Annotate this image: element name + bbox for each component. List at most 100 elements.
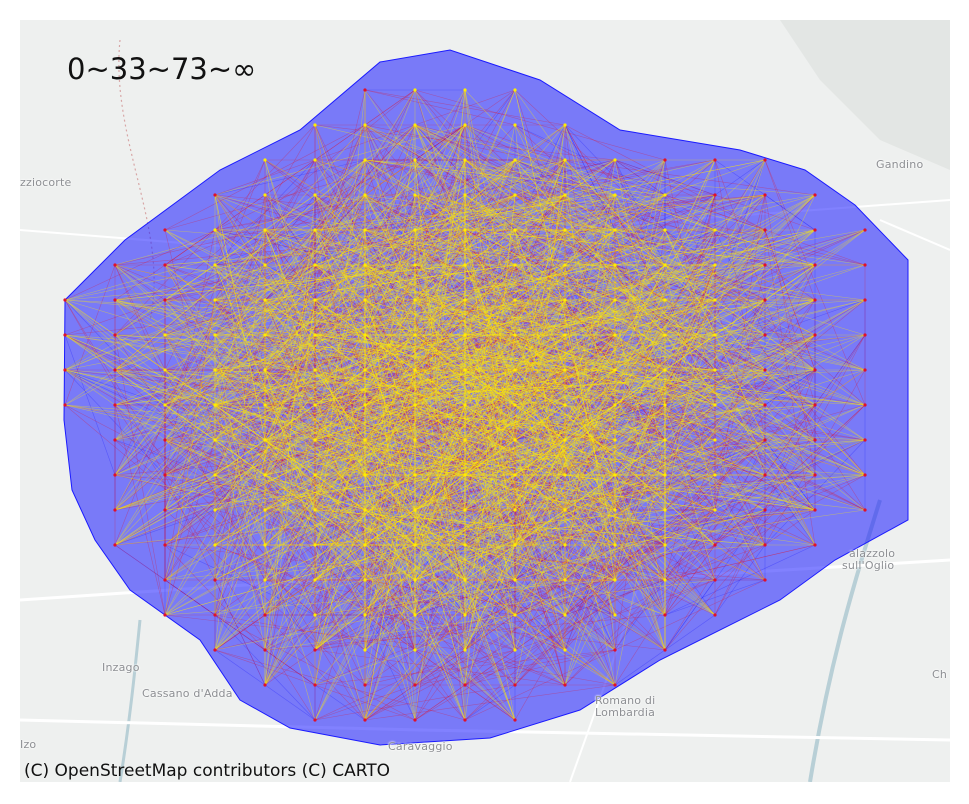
flow-line <box>314 89 466 441</box>
flow-line <box>264 439 616 651</box>
flow-line <box>714 159 766 301</box>
flow-line <box>264 369 366 476</box>
network-node <box>413 368 417 372</box>
flow-line <box>414 229 766 371</box>
flow-line <box>364 124 516 301</box>
flow-line <box>514 264 566 476</box>
flow-line <box>614 404 866 441</box>
flow-line <box>264 229 566 546</box>
flow-line <box>364 194 816 406</box>
flow-line <box>364 159 516 196</box>
flow-line <box>514 299 566 406</box>
flow-line <box>464 439 616 546</box>
flow-line <box>264 159 566 686</box>
flow-line <box>564 369 716 686</box>
flow-line <box>114 334 466 406</box>
flow-line <box>514 369 816 406</box>
flow-line <box>164 299 466 476</box>
flow-line <box>164 474 466 511</box>
flow-line <box>664 544 816 616</box>
flow-line <box>464 229 716 301</box>
flow-line <box>514 369 716 546</box>
flow-line <box>364 264 716 406</box>
flow-line <box>64 369 216 441</box>
flow-line <box>214 159 366 406</box>
flow-line <box>364 369 416 651</box>
flow-line <box>264 369 616 511</box>
flow-line <box>464 649 616 686</box>
flow-line <box>664 229 766 476</box>
flow-line <box>514 124 716 231</box>
network-node <box>213 193 217 197</box>
flow-line <box>514 229 566 371</box>
flow-line <box>214 124 366 441</box>
flow-line <box>264 474 316 651</box>
flow-line <box>314 264 666 371</box>
flow-line <box>414 229 866 581</box>
flow-line <box>514 264 666 581</box>
flow-line <box>564 194 816 476</box>
flow-line <box>364 229 616 336</box>
flow-line <box>214 369 766 406</box>
network-node <box>463 473 467 477</box>
flow-line <box>164 159 316 406</box>
flow-line <box>264 439 366 686</box>
flow-line <box>414 334 866 616</box>
flow-line <box>464 439 516 581</box>
flow-line <box>364 614 416 721</box>
flow-line <box>514 474 866 616</box>
flow-line <box>214 404 416 511</box>
flow-line <box>564 474 766 581</box>
flow-line <box>464 159 716 371</box>
flow-line <box>314 264 566 511</box>
flow-line <box>514 369 666 616</box>
network-node <box>163 438 167 442</box>
network-node <box>513 123 517 127</box>
flow-line <box>364 194 566 301</box>
flow-line <box>414 194 516 301</box>
flow-line <box>564 614 616 686</box>
flow-line <box>64 299 716 336</box>
network-node <box>463 438 467 442</box>
flow-line <box>264 299 316 546</box>
flow-line <box>364 299 416 406</box>
network-node <box>263 403 267 407</box>
network-node <box>763 473 767 477</box>
flow-line <box>314 264 466 581</box>
flow-line <box>414 369 666 616</box>
flow-line <box>414 194 666 511</box>
flow-line <box>214 194 266 441</box>
map-panel[interactable]: Gandino zziocorte Inzago Cassano d'Adda … <box>20 20 950 782</box>
flow-line <box>414 89 466 546</box>
flow-line <box>664 194 716 441</box>
network-node <box>463 158 467 162</box>
flow-line <box>264 124 566 371</box>
flow-line <box>114 229 616 546</box>
flow-line <box>414 159 616 336</box>
flow-line <box>414 194 766 371</box>
flow-line <box>164 474 366 511</box>
flow-line <box>364 299 416 546</box>
flow-line <box>164 439 516 581</box>
flow-line <box>414 334 716 441</box>
flow-line <box>514 334 666 511</box>
flow-line <box>514 229 666 651</box>
flow-line <box>314 404 416 721</box>
flow-line <box>214 229 516 266</box>
network-node <box>613 263 617 267</box>
flow-line <box>564 124 616 231</box>
flow-line <box>114 264 416 441</box>
flow-line <box>464 229 616 581</box>
network-node <box>663 473 667 477</box>
flow-line <box>414 159 616 476</box>
flow-line <box>164 439 466 546</box>
flow-line <box>114 159 366 371</box>
flow-line <box>364 404 816 441</box>
flow-line <box>514 299 666 546</box>
flow-line <box>514 369 766 476</box>
flow-line <box>214 194 566 301</box>
flow-line <box>414 229 766 581</box>
flow-line <box>414 194 766 441</box>
flow-line <box>314 544 566 651</box>
flow-line <box>464 299 516 686</box>
